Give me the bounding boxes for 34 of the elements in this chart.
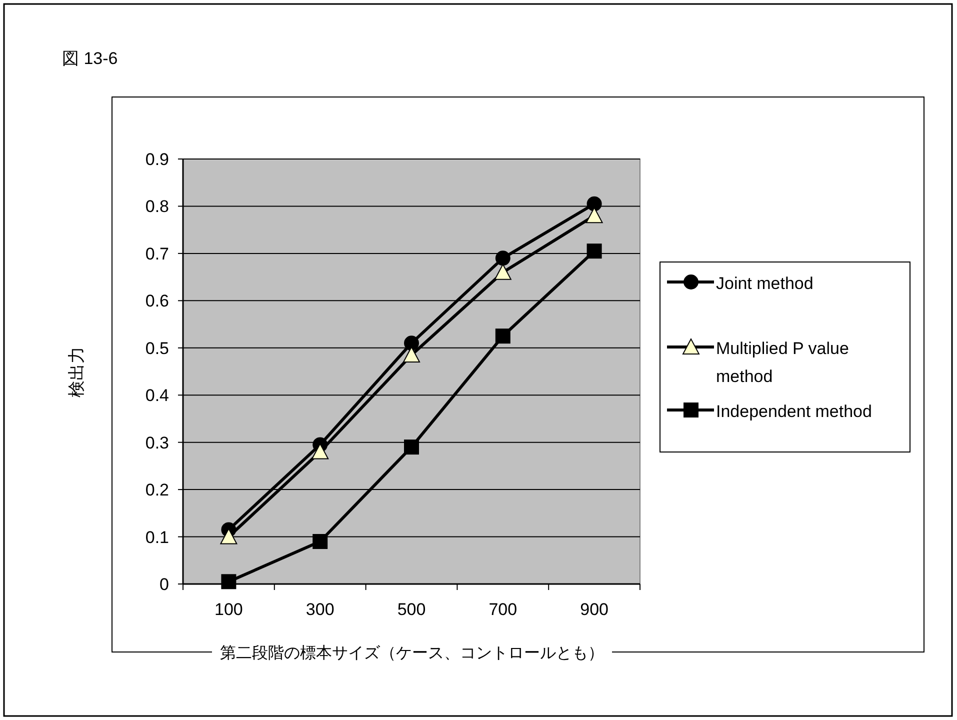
legend-label: Independent method	[716, 402, 872, 421]
point	[220, 528, 238, 544]
point	[495, 250, 510, 266]
x-tick-label: 700	[488, 600, 518, 619]
x-axis-title: 第二段階の標本サイズ（ケース、コントロールとも）	[220, 644, 604, 662]
y-tick-label: 0	[160, 575, 169, 594]
y-tick-label: 0.9	[145, 150, 169, 169]
y-tick-label: 0.7	[145, 244, 169, 264]
y-tick-label: 0.1	[145, 528, 169, 547]
y-tick-label: 0.3	[145, 433, 169, 452]
legend-label: Joint method	[716, 274, 814, 293]
y-tick-label: 0.8	[145, 197, 169, 216]
point	[404, 440, 419, 455]
point	[586, 196, 602, 212]
point	[586, 244, 602, 259]
x-tick-label: 500	[397, 600, 426, 619]
point	[495, 328, 510, 344]
point	[312, 534, 328, 549]
point	[494, 264, 512, 280]
y-tick-label: 0.6	[145, 292, 169, 311]
y-tick-label: 0.4	[145, 386, 169, 406]
y-tick-label: 0.2	[145, 480, 169, 500]
point	[403, 346, 420, 362]
title: 図 13-6	[62, 49, 118, 68]
x-tick-label: 300	[306, 600, 334, 619]
legend-label: Multiplied P value method	[716, 339, 849, 386]
point	[312, 443, 329, 460]
y-axis-title: 検出力	[67, 346, 86, 398]
point	[221, 574, 236, 590]
x-tick-label: 900	[580, 600, 608, 619]
point	[586, 207, 603, 224]
point	[404, 336, 419, 351]
x-tick-label: 100	[214, 600, 243, 619]
y-tick-label: 0.5	[145, 338, 169, 358]
